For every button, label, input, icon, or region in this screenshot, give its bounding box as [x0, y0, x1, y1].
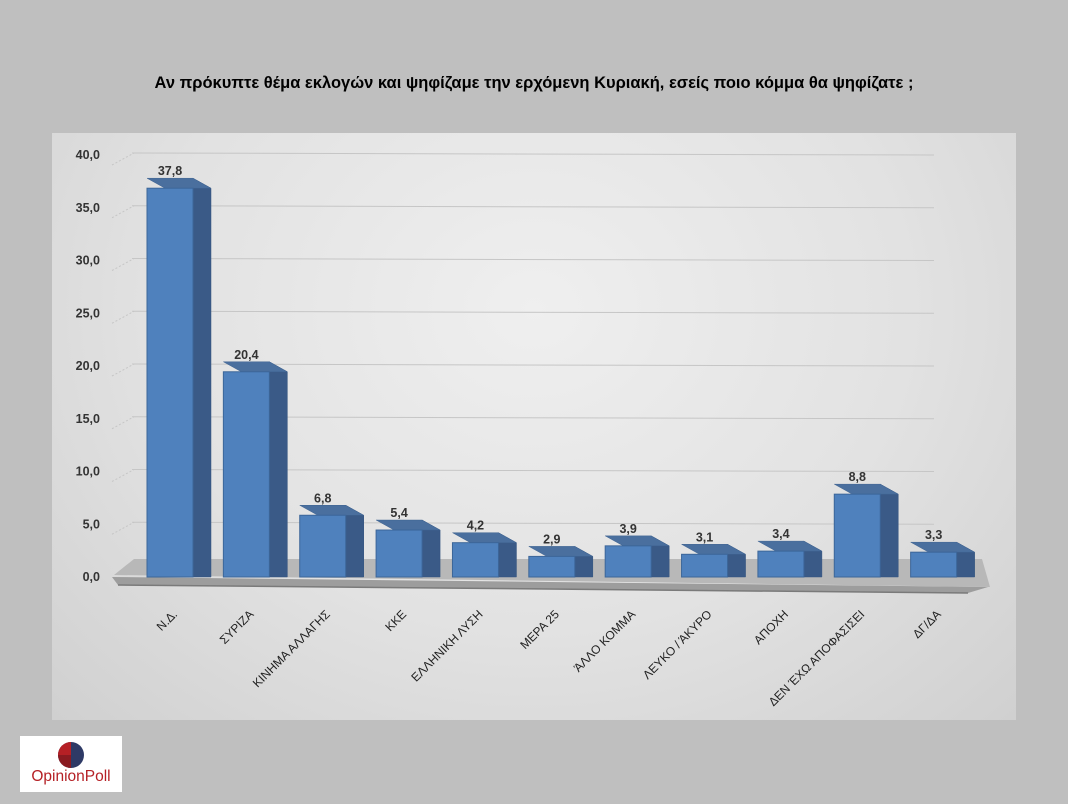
y-tick-label: 20,0 — [76, 359, 100, 373]
gridline — [131, 310, 935, 314]
plot-area: 0,0 5,0 10,0 15,0 20,0 25,0 30,0 35,0 40,0 37,8 Ν.… — [52, 133, 1016, 720]
gridline-side — [111, 469, 135, 482]
bar — [222, 371, 270, 578]
y-tick-label: 15,0 — [76, 412, 100, 426]
logo-circle-icon — [58, 742, 84, 768]
bar-value-label: 8,8 — [849, 470, 866, 484]
x-category-label: ΚΚΕ — [382, 607, 409, 634]
gridline-side — [111, 521, 135, 535]
bar-top — [909, 541, 976, 553]
bar-chart: 0,0 5,0 10,0 15,0 20,0 25,0 30,0 35,0 40,0 37,8 Ν.… — [76, 148, 990, 709]
gridline-side — [111, 258, 135, 271]
chart-title: Αν πρόκυπτε θέμα εκλογών και ψηφίζαμε τη… — [154, 74, 914, 92]
gridline-side — [111, 152, 135, 166]
bar-value-label: 3,4 — [772, 527, 789, 541]
x-category-label: ΑΠΟΧΗ — [751, 607, 791, 647]
bar-value-label: 37,8 — [158, 164, 182, 178]
bar-side — [269, 361, 288, 578]
bar-top — [680, 544, 747, 555]
bar-top — [298, 505, 365, 516]
bar — [375, 529, 423, 578]
bar — [604, 545, 652, 578]
bar-value-label: 5,4 — [390, 506, 407, 520]
x-category-label: ΕΛΛΗΝΙΚΗ ΛΥΣΗ — [408, 607, 485, 684]
bar-side — [192, 177, 212, 578]
gridline — [131, 258, 935, 261]
gridline-side — [111, 416, 135, 430]
gridline-side — [111, 205, 135, 219]
y-tick-label: 30,0 — [76, 254, 100, 268]
bar — [299, 514, 347, 578]
bar-value-label: 3,1 — [696, 530, 713, 544]
y-tick-label: 10,0 — [76, 465, 100, 479]
bar-top — [833, 483, 900, 495]
y-tick-label: 25,0 — [76, 306, 100, 320]
bar-top — [375, 519, 442, 531]
bar-top — [451, 532, 518, 543]
bar — [910, 551, 958, 578]
bar-top — [756, 540, 823, 552]
bar — [528, 555, 576, 578]
x-category-label: ΛΕΥΚΟ / ΆΚΥΡΟ — [640, 607, 715, 682]
x-category-label: ΆΛΛΟ ΚΟΜΜΑ — [571, 607, 638, 674]
y-tick-label: 40,0 — [76, 148, 100, 162]
x-category-label: Ν.Δ. — [154, 607, 180, 633]
gridline — [131, 205, 935, 209]
y-tick-label: 35,0 — [76, 201, 100, 215]
bar-value-label: 20,4 — [234, 348, 258, 362]
opinionpoll-logo: OpinionPoll — [20, 736, 122, 792]
bar-top — [222, 361, 289, 373]
bar — [833, 493, 881, 578]
x-category-label: ΣΥΡΙΖΑ — [217, 607, 257, 647]
x-category-label: ΜΕΡΑ 25 — [517, 607, 562, 652]
bar — [757, 550, 805, 578]
y-tick-label: 5,0 — [83, 517, 100, 531]
bar-value-label: 6,8 — [314, 491, 331, 505]
x-category-label: ΚΙΝΗΜΑ ΑΛΛΑΓΗΣ — [250, 607, 333, 690]
logo-text: OpinionPoll — [31, 768, 111, 785]
x-axis-line — [117, 584, 969, 594]
bar — [146, 187, 194, 578]
gridline-side — [111, 310, 135, 324]
y-tick-label: 0,0 — [83, 570, 100, 584]
bar-value-label: 2,9 — [543, 532, 560, 546]
gridline — [131, 152, 935, 156]
gridline-side — [111, 363, 135, 377]
x-category-label: ΔΓ/ΔΑ — [910, 607, 944, 641]
bar-top — [146, 177, 212, 189]
bar-value-label: 3,3 — [925, 528, 942, 542]
bar-top — [604, 535, 671, 547]
bar — [451, 542, 499, 578]
bar-side — [345, 504, 364, 578]
bar-value-label: 4,2 — [467, 519, 484, 533]
bar — [681, 553, 729, 578]
bar-value-label: 3,9 — [619, 522, 636, 536]
chart-floor — [112, 577, 988, 593]
bar-side — [880, 483, 899, 578]
bar-top — [527, 546, 594, 557]
